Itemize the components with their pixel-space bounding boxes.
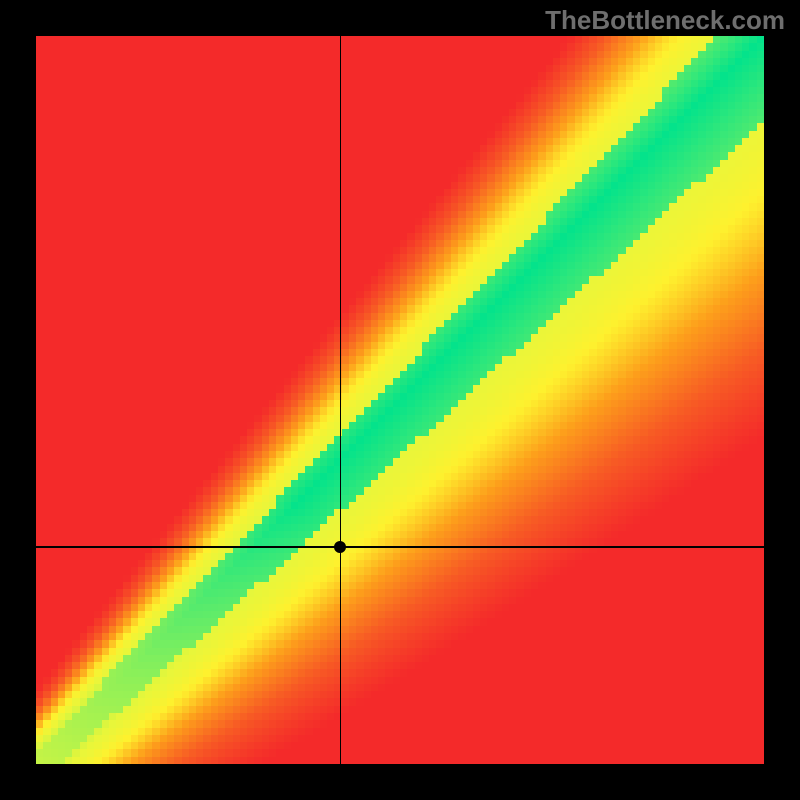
crosshair-vertical: [340, 36, 342, 764]
heatmap-canvas: [0, 0, 800, 800]
watermark-text: TheBottleneck.com: [545, 5, 785, 36]
bottleneck-heatmap: [0, 0, 800, 800]
crosshair-marker: [334, 541, 346, 553]
crosshair-horizontal: [36, 546, 764, 548]
